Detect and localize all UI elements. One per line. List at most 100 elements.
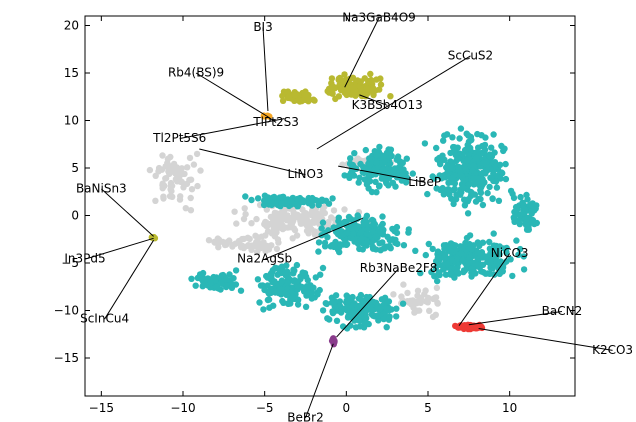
data-point: [326, 316, 333, 323]
data-point: [277, 285, 284, 293]
data-point: [513, 237, 520, 244]
annotation-label: Na2AgSb: [237, 252, 292, 266]
data-point: [366, 293, 373, 301]
data-point: [343, 91, 350, 99]
data-point: [205, 237, 213, 244]
data-point: [278, 263, 286, 270]
data-point: [376, 143, 383, 151]
data-point: [276, 216, 283, 224]
data-point: [500, 147, 507, 155]
data-point: [368, 306, 375, 313]
annotation-leader: [344, 17, 380, 88]
data-point: [336, 298, 344, 305]
data-point: [303, 220, 310, 227]
data-point: [493, 184, 501, 191]
data-point: [523, 215, 530, 223]
data-point: [422, 298, 430, 305]
data-point: [373, 76, 380, 83]
data-point: [524, 225, 532, 233]
data-point: [447, 149, 454, 157]
data-point: [330, 207, 338, 214]
data-point: [464, 324, 471, 331]
data-point: [164, 159, 171, 167]
data-point: [429, 173, 436, 180]
data-point: [335, 75, 343, 82]
x-tick-label: −10: [170, 401, 195, 415]
data-point: [329, 195, 336, 202]
data-point: [187, 176, 195, 183]
data-point: [373, 159, 380, 166]
data-point: [433, 185, 440, 192]
data-point: [378, 296, 386, 303]
data-point: [315, 201, 322, 209]
data-point: [193, 150, 201, 158]
data-point: [407, 297, 414, 304]
data-point: [190, 161, 198, 168]
data-point: [439, 262, 446, 269]
data-point: [473, 154, 480, 162]
data-point: [304, 289, 312, 297]
data-point: [159, 185, 166, 192]
data-point: [246, 235, 253, 243]
data-point: [450, 186, 457, 194]
data-point: [336, 248, 343, 256]
data-point: [499, 264, 507, 271]
data-point: [266, 113, 273, 120]
data-point: [454, 324, 462, 331]
data-point: [490, 230, 497, 237]
data-point: [379, 166, 386, 173]
data-point: [375, 312, 382, 319]
data-point: [456, 167, 464, 175]
data-point: [474, 261, 481, 268]
data-point: [354, 77, 361, 84]
data-points: [146, 70, 540, 348]
annotation-leader: [100, 188, 154, 237]
annotation-label: LiNO3: [287, 167, 323, 181]
data-point: [372, 246, 380, 253]
data-point: [477, 186, 484, 194]
data-point: [405, 229, 412, 236]
data-point: [434, 248, 442, 255]
data-point: [487, 259, 494, 266]
y-tick-label: −5: [61, 256, 79, 270]
data-point: [479, 180, 487, 187]
data-point: [263, 272, 270, 280]
data-point: [399, 300, 407, 307]
data-point: [515, 251, 522, 258]
data-point: [345, 225, 352, 233]
data-point: [380, 315, 387, 323]
data-point: [477, 252, 484, 259]
data-point: [352, 324, 360, 331]
data-point: [361, 176, 368, 183]
annotation-label: In3Pd5: [64, 252, 105, 266]
data-point: [347, 155, 354, 162]
data-point: [486, 183, 493, 191]
data-point: [418, 294, 425, 302]
data-point: [442, 244, 449, 252]
annotation-label: Rb3NaBe2F8: [360, 261, 438, 275]
data-point: [467, 133, 475, 141]
data-point: [433, 144, 440, 152]
data-point: [381, 158, 388, 165]
data-point: [426, 307, 433, 314]
data-point: [447, 248, 454, 255]
data-point: [399, 159, 406, 167]
data-point: [459, 257, 466, 264]
data-point: [517, 193, 524, 201]
data-point: [188, 186, 196, 193]
data-point: [379, 213, 386, 220]
annotation-label: BaCN2: [542, 304, 583, 318]
data-point: [421, 140, 429, 147]
data-point: [265, 296, 273, 303]
data-point: [452, 196, 460, 203]
data-point: [520, 266, 528, 273]
data-point: [398, 177, 405, 184]
data-point: [291, 92, 299, 99]
data-point: [381, 245, 388, 252]
y-tick-label: 20: [64, 19, 79, 33]
data-point: [414, 307, 421, 314]
data-point: [328, 337, 336, 345]
data-point: [159, 180, 166, 187]
data-point: [159, 152, 166, 159]
data-point: [346, 160, 354, 167]
